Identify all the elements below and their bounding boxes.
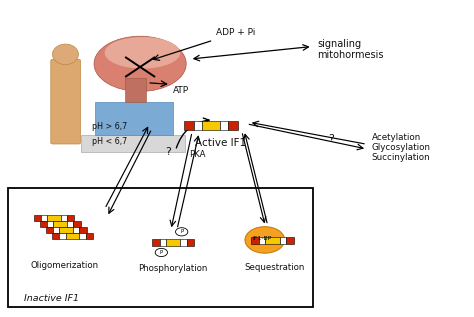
Text: IF1-BP: IF1-BP xyxy=(253,236,272,241)
FancyBboxPatch shape xyxy=(125,78,146,102)
Ellipse shape xyxy=(105,37,180,68)
Ellipse shape xyxy=(53,44,78,65)
FancyBboxPatch shape xyxy=(47,221,53,227)
Text: ?: ? xyxy=(328,134,335,144)
FancyBboxPatch shape xyxy=(59,227,73,233)
Text: Sequestration: Sequestration xyxy=(245,263,305,272)
FancyBboxPatch shape xyxy=(46,227,54,233)
FancyBboxPatch shape xyxy=(95,102,173,135)
Circle shape xyxy=(175,228,188,236)
FancyBboxPatch shape xyxy=(259,237,265,244)
Text: P: P xyxy=(180,229,183,234)
FancyBboxPatch shape xyxy=(65,232,80,239)
Text: Active IF1: Active IF1 xyxy=(195,138,246,148)
FancyBboxPatch shape xyxy=(52,232,60,239)
FancyBboxPatch shape xyxy=(251,237,259,244)
FancyBboxPatch shape xyxy=(81,135,185,152)
Text: Inactive IF1: Inactive IF1 xyxy=(24,294,79,303)
FancyBboxPatch shape xyxy=(67,221,73,227)
Text: PKA: PKA xyxy=(189,150,205,159)
FancyBboxPatch shape xyxy=(60,232,65,239)
Circle shape xyxy=(155,249,167,256)
FancyBboxPatch shape xyxy=(220,121,228,130)
FancyBboxPatch shape xyxy=(67,215,74,221)
Ellipse shape xyxy=(94,36,186,91)
Text: pH < 6,7: pH < 6,7 xyxy=(92,137,127,146)
FancyBboxPatch shape xyxy=(53,221,67,227)
Circle shape xyxy=(245,227,285,253)
FancyBboxPatch shape xyxy=(41,215,47,221)
FancyBboxPatch shape xyxy=(61,215,67,221)
FancyBboxPatch shape xyxy=(80,227,87,233)
FancyBboxPatch shape xyxy=(34,215,41,221)
Text: P: P xyxy=(160,250,163,255)
FancyBboxPatch shape xyxy=(184,121,193,130)
Text: Oligomerization: Oligomerization xyxy=(30,261,99,270)
FancyBboxPatch shape xyxy=(202,121,220,130)
FancyBboxPatch shape xyxy=(86,232,93,239)
FancyBboxPatch shape xyxy=(280,237,286,244)
Text: pH > 6,7: pH > 6,7 xyxy=(92,122,127,132)
FancyBboxPatch shape xyxy=(73,221,81,227)
FancyBboxPatch shape xyxy=(193,121,202,130)
FancyBboxPatch shape xyxy=(265,237,280,244)
FancyBboxPatch shape xyxy=(51,59,81,144)
FancyBboxPatch shape xyxy=(181,239,187,246)
FancyBboxPatch shape xyxy=(47,215,61,221)
FancyBboxPatch shape xyxy=(228,121,238,130)
FancyBboxPatch shape xyxy=(152,239,160,246)
FancyBboxPatch shape xyxy=(40,221,47,227)
Text: Acetylation
Glycosylation
Succinylation: Acetylation Glycosylation Succinylation xyxy=(372,133,431,162)
FancyBboxPatch shape xyxy=(8,189,313,307)
FancyBboxPatch shape xyxy=(80,232,86,239)
FancyBboxPatch shape xyxy=(286,237,293,244)
Text: signaling
mitohormesis: signaling mitohormesis xyxy=(318,39,384,61)
FancyBboxPatch shape xyxy=(166,239,181,246)
Text: ADP + Pi: ADP + Pi xyxy=(216,28,255,37)
FancyBboxPatch shape xyxy=(187,239,194,246)
FancyBboxPatch shape xyxy=(73,227,80,233)
Text: ?: ? xyxy=(165,147,172,157)
FancyBboxPatch shape xyxy=(160,239,166,246)
Text: Phosphorylation: Phosphorylation xyxy=(138,264,208,274)
Text: ATP: ATP xyxy=(173,86,189,95)
FancyBboxPatch shape xyxy=(54,227,59,233)
